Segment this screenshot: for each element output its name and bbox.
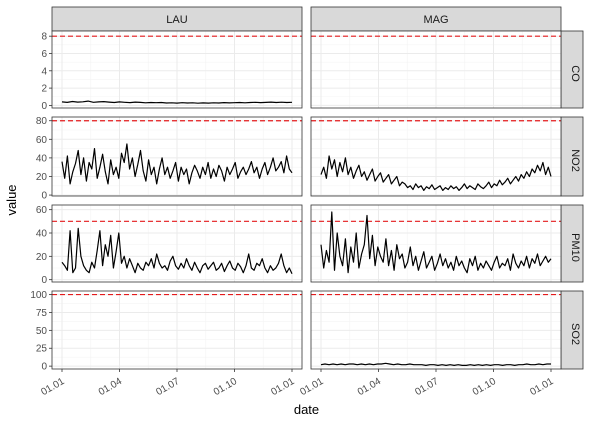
panel-border: [51, 30, 303, 109]
column-strip-label: MAG: [423, 14, 448, 26]
y-tick-label: 40: [36, 153, 48, 164]
y-tick-label: 75: [36, 308, 48, 319]
column-strip: [310, 6, 562, 32]
y-tick-label: 80: [36, 116, 48, 127]
x-tick-label: 01.10: [471, 376, 499, 398]
y-axis-title: value: [4, 184, 19, 215]
panel-border: [310, 204, 562, 283]
series-line-so2-mag: [320, 362, 551, 366]
x-tick-label: 01.01: [269, 376, 297, 398]
y-tick-label: 0: [41, 275, 47, 286]
y-tick-label: 60: [36, 135, 48, 146]
panel-border: [51, 116, 303, 197]
row-strip-label: SO2: [569, 323, 581, 345]
row-strip-label: CO: [569, 65, 581, 82]
x-tick-label: 01.01: [39, 376, 67, 398]
y-tick-label: 60: [36, 205, 48, 216]
series-line-no2-lau: [61, 143, 293, 185]
x-tick-label: 01.01: [298, 376, 326, 398]
panel-border: [310, 116, 562, 197]
y-tick-label: 20: [36, 172, 48, 183]
x-tick-label: 01.01: [528, 376, 556, 398]
y-tick-label: 25: [36, 344, 48, 355]
panel-border: [310, 30, 562, 109]
column-strip: [51, 6, 303, 32]
series-line-pm10-lau: [61, 227, 293, 275]
panel-border: [51, 204, 303, 283]
y-tick-label: 6: [41, 49, 47, 60]
y-tick-label: 20: [36, 252, 48, 263]
series-line-pm10-mag: [320, 211, 552, 274]
y-tick-label: 4: [41, 66, 47, 77]
series-line-no2-mag: [320, 155, 552, 191]
x-tick-label: 01.10: [212, 376, 240, 398]
y-tick-label: 0: [41, 362, 47, 373]
x-axis-title: date: [294, 402, 319, 417]
x-tick-label: 01.07: [154, 376, 182, 398]
y-tick-label: 40: [36, 229, 48, 240]
x-tick-label: 01.04: [356, 376, 384, 398]
y-tick-label: 8: [41, 32, 47, 43]
y-tick-label: 50: [36, 326, 48, 337]
x-tick-label: 01.07: [413, 376, 441, 398]
row-strip-label: NO2: [569, 149, 581, 172]
y-tick-label: 2: [41, 84, 47, 95]
y-tick-label: 0: [41, 191, 47, 202]
column-strip-label: LAU: [166, 14, 187, 26]
y-tick-label: 100: [30, 290, 47, 301]
series-line-co-lau: [61, 100, 293, 104]
row-strip-label: PM10: [569, 233, 581, 262]
x-tick-label: 01.04: [97, 376, 125, 398]
y-tick-label: 0: [41, 101, 47, 112]
